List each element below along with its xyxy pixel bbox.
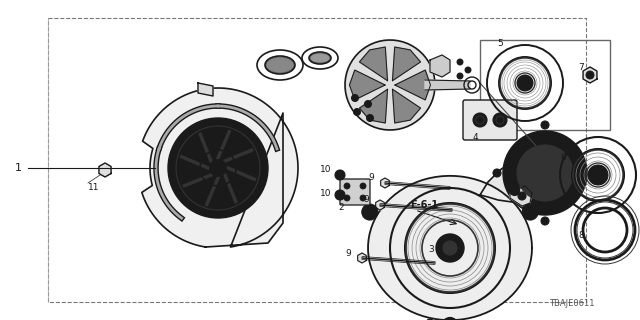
Circle shape (493, 113, 507, 127)
Circle shape (588, 165, 608, 185)
FancyBboxPatch shape (463, 100, 517, 140)
Circle shape (473, 113, 487, 127)
Polygon shape (583, 67, 597, 83)
Text: 9: 9 (345, 249, 351, 258)
Polygon shape (376, 200, 385, 210)
Circle shape (518, 192, 526, 200)
Polygon shape (358, 253, 366, 263)
Circle shape (517, 75, 533, 91)
Circle shape (586, 71, 594, 79)
Text: 7: 7 (578, 63, 584, 73)
Circle shape (541, 217, 549, 225)
Circle shape (570, 150, 580, 161)
Text: 11: 11 (88, 182, 99, 191)
Circle shape (344, 195, 350, 201)
Polygon shape (198, 83, 213, 96)
Circle shape (168, 118, 268, 218)
Bar (480, 40, 610, 130)
Polygon shape (360, 47, 387, 81)
Polygon shape (381, 178, 389, 188)
Circle shape (509, 150, 520, 161)
Polygon shape (392, 89, 420, 123)
Text: 2: 2 (338, 204, 344, 212)
Polygon shape (425, 80, 470, 90)
Circle shape (335, 190, 345, 200)
Bar (48, 18, 586, 302)
Circle shape (335, 170, 345, 180)
Circle shape (541, 121, 549, 129)
Circle shape (540, 203, 550, 213)
Circle shape (367, 115, 374, 122)
Circle shape (426, 319, 434, 320)
Text: 6: 6 (560, 154, 566, 163)
Polygon shape (368, 176, 532, 320)
Polygon shape (395, 70, 431, 100)
Circle shape (457, 73, 463, 79)
Circle shape (509, 186, 520, 196)
Circle shape (360, 195, 366, 201)
Circle shape (442, 317, 458, 320)
Polygon shape (392, 47, 420, 81)
Circle shape (351, 94, 358, 101)
Text: E-6-1: E-6-1 (410, 200, 438, 210)
Text: 9: 9 (363, 196, 369, 204)
Circle shape (570, 186, 580, 196)
Circle shape (589, 169, 597, 177)
Polygon shape (142, 88, 298, 247)
Text: TBAJE0611: TBAJE0611 (550, 299, 595, 308)
Circle shape (465, 67, 471, 73)
Polygon shape (99, 163, 111, 177)
Text: 10: 10 (320, 165, 332, 174)
Text: 4: 4 (473, 133, 479, 142)
Polygon shape (360, 89, 387, 123)
Circle shape (360, 183, 366, 189)
Polygon shape (349, 70, 385, 100)
Circle shape (493, 169, 501, 177)
FancyBboxPatch shape (340, 179, 370, 205)
Polygon shape (510, 186, 532, 206)
Circle shape (540, 133, 550, 143)
Circle shape (443, 241, 457, 255)
Circle shape (436, 234, 464, 262)
Text: 5: 5 (497, 39, 503, 49)
Text: 10: 10 (320, 188, 332, 197)
Polygon shape (480, 146, 585, 207)
Circle shape (517, 145, 573, 201)
Text: 1: 1 (15, 163, 22, 173)
Circle shape (503, 131, 587, 215)
Polygon shape (345, 40, 435, 130)
Circle shape (522, 204, 538, 220)
Circle shape (353, 108, 360, 116)
Circle shape (457, 59, 463, 65)
Circle shape (362, 204, 378, 220)
Ellipse shape (266, 57, 294, 73)
Circle shape (365, 100, 371, 108)
Polygon shape (430, 55, 450, 77)
Ellipse shape (310, 53, 330, 63)
Circle shape (344, 183, 350, 189)
Text: 3: 3 (428, 245, 434, 254)
Circle shape (531, 159, 559, 187)
Text: 9: 9 (368, 173, 374, 182)
Text: 8: 8 (578, 230, 584, 239)
